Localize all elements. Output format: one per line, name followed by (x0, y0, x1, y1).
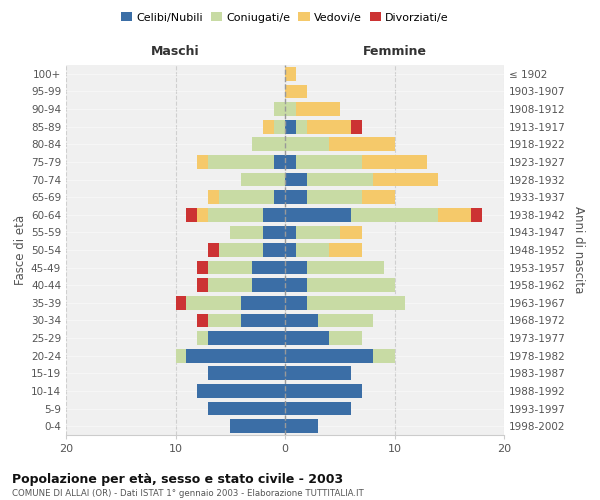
Bar (252, 260, 285, 274)
Bar (373, 172, 438, 186)
Bar (230, 420, 285, 433)
Bar (241, 296, 285, 310)
Text: Popolazione per età, sesso e stato civile - 2003: Popolazione per età, sesso e stato civil… (12, 472, 343, 486)
Bar (197, 208, 208, 222)
Bar (285, 420, 318, 433)
Bar (285, 138, 329, 151)
Text: Maschi: Maschi (151, 45, 200, 58)
Bar (187, 349, 285, 362)
Bar (285, 226, 296, 239)
Bar (340, 226, 362, 239)
Bar (296, 155, 362, 169)
Bar (329, 243, 362, 257)
Bar (208, 243, 220, 257)
Bar (296, 243, 329, 257)
Bar (362, 190, 395, 204)
Bar (296, 226, 340, 239)
Bar (274, 190, 285, 204)
Y-axis label: Anni di nascita: Anni di nascita (572, 206, 585, 294)
Bar (285, 402, 350, 415)
Bar (285, 366, 350, 380)
Bar (220, 243, 263, 257)
Bar (230, 226, 263, 239)
Bar (307, 190, 362, 204)
Bar (263, 208, 285, 222)
Bar (307, 260, 383, 274)
Bar (285, 120, 296, 134)
Bar (285, 331, 329, 345)
Bar (307, 296, 406, 310)
Bar (285, 296, 307, 310)
Bar (208, 260, 252, 274)
Bar (197, 331, 208, 345)
Bar (329, 331, 362, 345)
Bar (285, 67, 296, 80)
Bar (285, 260, 307, 274)
Bar (296, 102, 340, 116)
Bar (285, 349, 373, 362)
Bar (208, 190, 220, 204)
Y-axis label: Fasce di età: Fasce di età (14, 215, 27, 285)
Bar (285, 278, 307, 292)
Bar (307, 120, 350, 134)
Bar (208, 314, 241, 328)
Bar (307, 172, 373, 186)
Bar (208, 366, 285, 380)
Bar (208, 278, 252, 292)
Legend: Celibi/Nubili, Coniugati/e, Vedovi/e, Divorziati/e: Celibi/Nubili, Coniugati/e, Vedovi/e, Di… (117, 8, 453, 27)
Bar (197, 278, 208, 292)
Bar (285, 84, 307, 98)
Bar (252, 278, 285, 292)
Bar (208, 331, 285, 345)
Bar (263, 120, 274, 134)
Bar (329, 138, 395, 151)
Bar (220, 190, 274, 204)
Bar (285, 243, 296, 257)
Bar (438, 208, 471, 222)
Bar (274, 120, 285, 134)
Bar (274, 102, 285, 116)
Bar (318, 314, 373, 328)
Bar (471, 208, 482, 222)
Bar (252, 138, 285, 151)
Bar (285, 314, 318, 328)
Bar (350, 120, 362, 134)
Text: COMUNE DI ALLAI (OR) - Dati ISTAT 1° gennaio 2003 - Elaborazione TUTTITALIA.IT: COMUNE DI ALLAI (OR) - Dati ISTAT 1° gen… (12, 489, 364, 498)
Bar (285, 190, 307, 204)
Bar (241, 172, 285, 186)
Text: Femmine: Femmine (362, 45, 427, 58)
Bar (350, 208, 438, 222)
Bar (362, 155, 427, 169)
Bar (197, 155, 208, 169)
Bar (296, 120, 307, 134)
Bar (208, 155, 274, 169)
Bar (197, 260, 208, 274)
Bar (263, 243, 285, 257)
Bar (285, 155, 296, 169)
Bar (274, 155, 285, 169)
Bar (187, 208, 197, 222)
Bar (285, 208, 350, 222)
Bar (176, 349, 187, 362)
Bar (285, 384, 362, 398)
Bar (241, 314, 285, 328)
Bar (197, 384, 285, 398)
Bar (373, 349, 395, 362)
Bar (263, 226, 285, 239)
Bar (285, 172, 307, 186)
Bar (285, 102, 296, 116)
Bar (197, 314, 208, 328)
Bar (208, 208, 263, 222)
Bar (176, 296, 187, 310)
Bar (307, 278, 395, 292)
Bar (187, 296, 241, 310)
Bar (208, 402, 285, 415)
